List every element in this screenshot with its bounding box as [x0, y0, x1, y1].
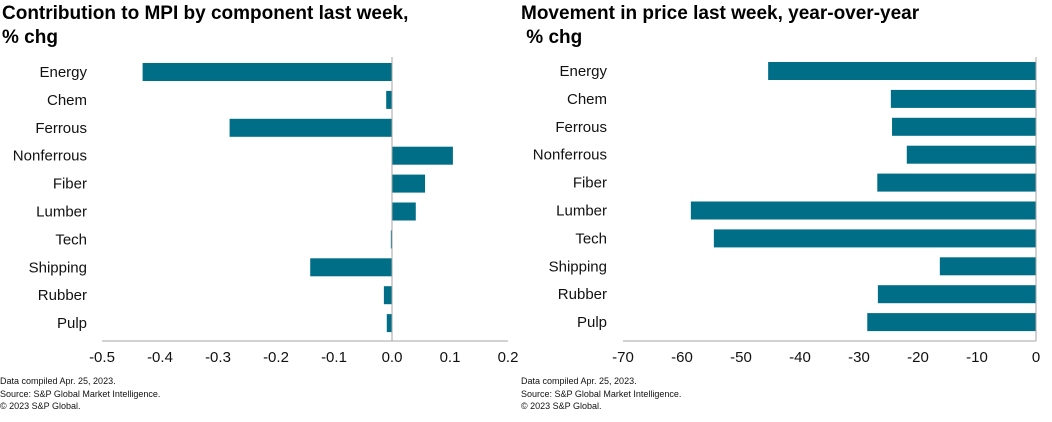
footnote-date: Data compiled Apr. 25, 2023.	[0, 376, 116, 386]
bar-pulp	[386, 314, 392, 333]
x-tick-label: -0.5	[89, 349, 115, 366]
category-label: Shipping	[549, 258, 607, 275]
category-label: Shipping	[29, 259, 87, 276]
x-tick-label: -40	[789, 349, 811, 366]
x-tick-label: -0.3	[205, 349, 231, 366]
bar-energy	[768, 62, 1036, 80]
bar-tech	[713, 229, 1036, 248]
bar-ferrous	[229, 118, 392, 137]
bar-tech	[390, 230, 392, 249]
category-label: Ferrous	[35, 120, 87, 137]
x-tick-label: -0.2	[263, 349, 289, 366]
category-label: Fiber	[53, 176, 87, 193]
x-tick-label: -10	[966, 349, 988, 366]
footnote-date: Data compiled Apr. 25, 2023.	[521, 376, 637, 386]
footnote-copyright: © 2023 S&P Global.	[0, 401, 81, 411]
x-tick-label: 0.1	[440, 349, 461, 366]
bar-ferrous	[892, 117, 1036, 136]
bar-lumber	[392, 202, 416, 221]
category-label: Lumber	[556, 203, 607, 220]
category-label: Pulp	[577, 314, 607, 331]
category-label: Chem	[567, 91, 607, 108]
x-tick-label: -30	[848, 349, 870, 366]
bar-rubber	[383, 286, 392, 305]
category-label: Nonferrous	[533, 147, 607, 164]
bar-nonferrous	[392, 146, 453, 165]
bar-shipping	[939, 257, 1036, 276]
chart-contribution-mpi: Energy Chem Ferrous Nonferrous Fiber Lumber Te…	[13, 57, 519, 366]
category-label: Ferrous	[555, 119, 607, 136]
x-tick-label: 0.0	[382, 349, 403, 366]
footnote-copyright: © 2023 S&P Global.	[521, 401, 602, 411]
x-tick-label: 0.2	[498, 349, 519, 366]
category-label: Tech	[55, 231, 87, 248]
chart-price-movement: Energy Chem Ferrous Nonferrous Fiber Lumber Te…	[533, 57, 1040, 366]
bar-shipping	[310, 258, 392, 277]
category-label: Energy	[559, 63, 607, 80]
x-tick-label: -20	[907, 349, 929, 366]
bar-rubber	[877, 285, 1036, 304]
bar-nonferrous	[906, 145, 1036, 164]
x-tick-label: -50	[730, 349, 752, 366]
category-label: Tech	[575, 230, 607, 247]
category-label: Rubber	[38, 287, 87, 304]
bar-fiber	[877, 173, 1036, 192]
category-label: Rubber	[558, 286, 607, 303]
footnote-source: Source: S&P Global Market Intelligence.	[521, 388, 682, 399]
bar-lumber	[690, 201, 1036, 220]
x-tick-label: -0.4	[147, 349, 173, 366]
x-tick-label: -70	[612, 349, 634, 366]
x-tick-label: 0	[1032, 349, 1040, 366]
footnote-source: Source: S&P Global Market Intelligence.	[0, 388, 161, 399]
x-tick-label: -0.1	[321, 349, 347, 366]
chart-title-right: Movement in price last week, year-over-y…	[521, 3, 920, 48]
category-label: Nonferrous	[13, 148, 87, 165]
footnote-right: Data compiled Apr. 25, 2023. Source: S&P…	[521, 375, 681, 413]
bar-chem	[890, 89, 1036, 108]
footnote-left: Data compiled Apr. 25, 2023. Source: S&P…	[0, 375, 160, 413]
x-tick-label: -60	[671, 349, 693, 366]
chart-title-left: Contribution to MPI by component last we…	[2, 3, 409, 48]
category-label: Energy	[39, 64, 87, 81]
bar-pulp	[867, 313, 1036, 332]
category-label: Pulp	[57, 315, 87, 332]
category-label: Chem	[47, 92, 87, 109]
bar-energy	[142, 63, 392, 81]
bar-fiber	[392, 174, 426, 193]
bar-chem	[386, 90, 392, 109]
category-label: Lumber	[36, 204, 87, 221]
category-label: Fiber	[573, 175, 607, 192]
